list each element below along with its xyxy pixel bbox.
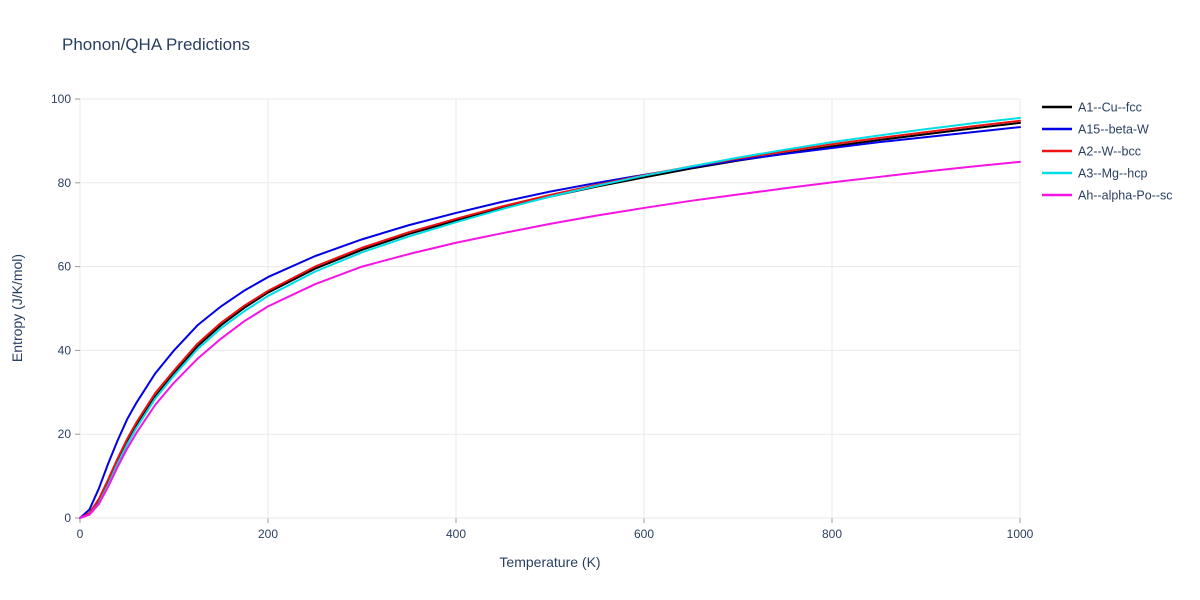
y-axis-label: Entropy (J/K/mol) bbox=[9, 254, 25, 362]
legend-item-Ah--alpha-Po--sc[interactable]: Ah--alpha-Po--sc bbox=[1042, 189, 1172, 203]
legend-label: A2--W--bcc bbox=[1078, 145, 1141, 159]
chart-title: Phonon/QHA Predictions bbox=[62, 35, 250, 54]
legend-item-A3--Mg--hcp[interactable]: A3--Mg--hcp bbox=[1042, 167, 1148, 181]
legend-item-A1--Cu--fcc[interactable]: A1--Cu--fcc bbox=[1042, 101, 1142, 115]
legend-label: A15--beta-W bbox=[1078, 123, 1149, 137]
y-tick-label: 60 bbox=[58, 260, 72, 274]
x-tick-label: 200 bbox=[258, 527, 278, 541]
series-line-A2--W--bcc bbox=[79, 119, 1021, 519]
y-tick-label: 80 bbox=[58, 176, 72, 190]
legend-label: Ah--alpha-Po--sc bbox=[1078, 189, 1172, 203]
x-tick-label: 800 bbox=[822, 527, 842, 541]
series-line-A15--beta-W bbox=[79, 126, 1021, 519]
legend-label: A1--Cu--fcc bbox=[1078, 101, 1142, 115]
x-tick-label: 600 bbox=[634, 527, 654, 541]
series-line-A1--Cu--fcc bbox=[79, 121, 1021, 519]
x-tick-label: 0 bbox=[77, 527, 84, 541]
legend-label: A3--Mg--hcp bbox=[1078, 167, 1148, 181]
grid-layer: 0 200 400 600 800 1000 0 20 40 60 80 100 bbox=[51, 92, 1034, 541]
x-tick-label: 1000 bbox=[1007, 527, 1034, 541]
y-tick-label: 100 bbox=[51, 92, 71, 106]
series-line-Ah--alpha-Po--sc bbox=[79, 160, 1021, 519]
series-layer bbox=[79, 116, 1021, 519]
legend-item-A15--beta-W[interactable]: A15--beta-W bbox=[1042, 123, 1149, 137]
y-tick-label: 0 bbox=[64, 511, 71, 525]
x-axis-label: Temperature (K) bbox=[499, 554, 600, 570]
y-tick-label: 20 bbox=[58, 427, 72, 441]
legend: A1--Cu--fcc A15--beta-W A2--W--bcc A3--Mg--… bbox=[1042, 101, 1172, 203]
y-tick-label: 40 bbox=[58, 343, 72, 357]
series-line-A3--Mg--hcp bbox=[79, 116, 1021, 519]
legend-item-A2--W--bcc[interactable]: A2--W--bcc bbox=[1042, 145, 1141, 159]
x-tick-label: 400 bbox=[446, 527, 466, 541]
